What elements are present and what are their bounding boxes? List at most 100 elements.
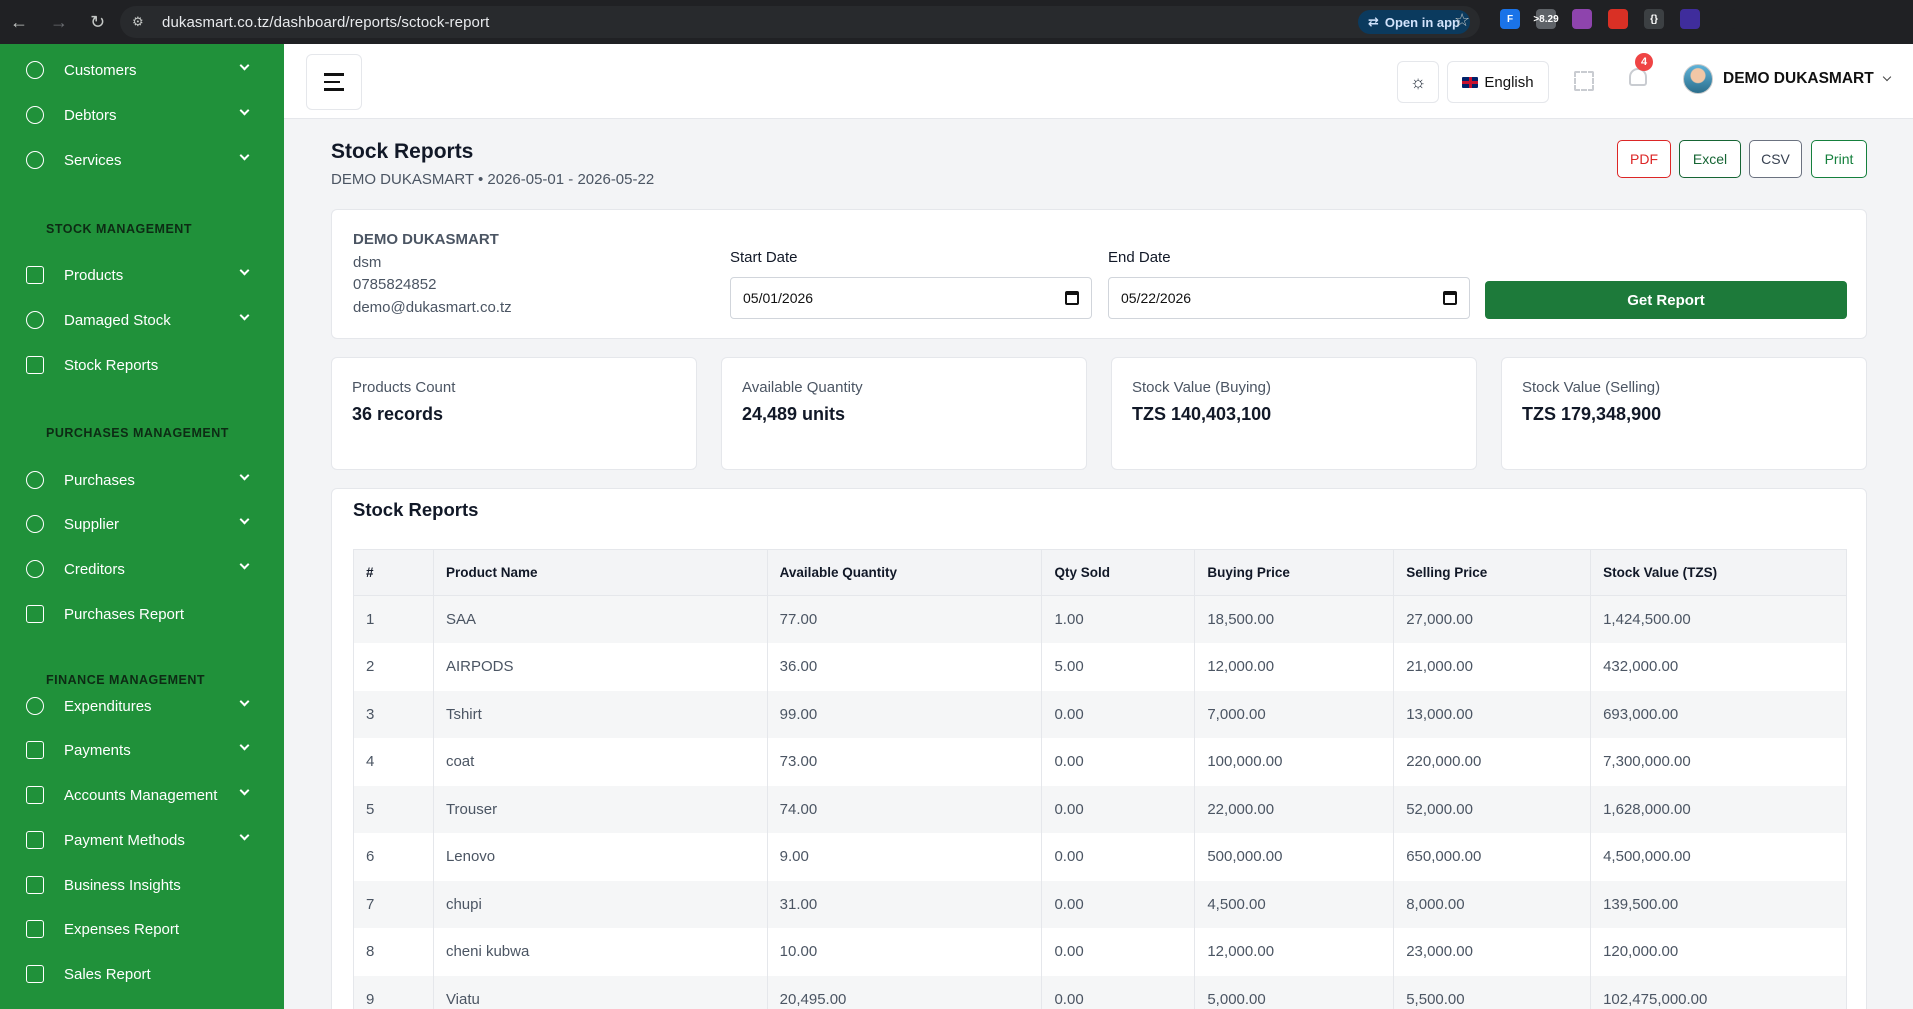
start-date-label: Start Date [730, 249, 798, 266]
table-row[interactable]: 5 Trouser 74.00 0.00 22,000.00 52,000.00 1,628… [353, 785, 1847, 833]
get-report-button[interactable]: Get Report [1485, 281, 1847, 319]
sidebar-item-sales-report[interactable]: Sales Report [0, 954, 284, 994]
table-cell: 27,000.00 [1393, 595, 1592, 643]
table-cell: coat [432, 738, 768, 786]
ext-json-icon[interactable]: {} [1644, 9, 1664, 29]
page-title: Stock Reports [331, 140, 474, 163]
column-header[interactable]: Buying Price [1194, 549, 1395, 596]
table-cell: 432,000.00 [1590, 643, 1847, 691]
ext-purple-icon[interactable] [1680, 9, 1700, 29]
table-cell: 0.00 [1041, 785, 1196, 833]
section-stock-management: STOCK MANAGEMENT [46, 222, 192, 236]
sidebar-item-purchases-report[interactable]: Purchases Report [0, 594, 284, 634]
wallet-icon [26, 741, 44, 759]
theme-toggle-button[interactable]: ☼ [1397, 61, 1439, 103]
bookmark-star-icon[interactable]: ☆ [1454, 10, 1471, 30]
stat-label: Available Quantity [742, 379, 863, 396]
sidebar-item-creditors[interactable]: Creditors [0, 549, 284, 589]
table-row[interactable]: 4 coat 73.00 0.00 100,000.00 220,000.00 7,300,… [353, 738, 1847, 786]
back-arrow-icon[interactable]: ← [10, 12, 28, 32]
column-header[interactable]: Stock Value (TZS) [1590, 549, 1847, 596]
sidebar-item-debtors[interactable]: Debtors [0, 95, 284, 135]
sidebar-item-expenditures[interactable]: Expenditures [0, 686, 284, 726]
calendar-icon[interactable] [1443, 291, 1457, 305]
table-row[interactable]: 7 chupi 31.00 0.00 4,500.00 8,000.00 139,500.0… [353, 880, 1847, 928]
ext-f-icon[interactable]: F [1500, 9, 1520, 29]
ext-counter-icon[interactable]: >8.29 [1533, 9, 1559, 29]
sidebar-item-purchases[interactable]: Purchases [0, 460, 284, 500]
chevron-down-icon[interactable] [239, 785, 250, 796]
chevron-down-icon[interactable] [239, 740, 250, 751]
extensions-puzzle-icon[interactable] [1716, 9, 1736, 29]
table-cell: 22,000.00 [1194, 785, 1395, 833]
sidebar-item-business-insights[interactable]: Business Insights [0, 865, 284, 905]
table-row[interactable]: 8 cheni kubwa 10.00 0.00 12,000.00 23,000.00 1… [353, 928, 1847, 976]
sidebar-item-supplier[interactable]: Supplier [0, 504, 284, 544]
chevron-down-icon[interactable] [239, 470, 250, 481]
address-bar[interactable]: ⚙ dukasmart.co.tz/dashboard/reports/scto… [120, 6, 1480, 38]
sidebar-item-products[interactable]: Products [0, 255, 284, 295]
table-row[interactable]: 6 Lenovo 9.00 0.00 500,000.00 650,000.00 4,500… [353, 833, 1847, 881]
ext-brain-icon[interactable] [1572, 9, 1592, 29]
site-settings-icon[interactable]: ⚙ [132, 14, 144, 29]
table-row[interactable]: 3 Tshirt 99.00 0.00 7,000.00 13,000.00 693,000… [353, 690, 1847, 738]
chevron-down-icon[interactable] [239, 830, 250, 841]
open-in-app-button[interactable]: ⇄ Open in app [1357, 10, 1470, 34]
table-cell: 5,500.00 [1393, 975, 1592, 1009]
chevron-down-icon[interactable] [239, 310, 250, 321]
end-date-input[interactable]: 05/22/2026 [1108, 277, 1470, 319]
sidebar-item-stock-reports[interactable]: Stock Reports [0, 345, 284, 385]
open-in-app-label: Open in app [1384, 14, 1460, 30]
table-cell: Lenovo [432, 833, 768, 881]
notifications-bell-icon[interactable] [1629, 68, 1649, 90]
table-row[interactable]: 9 Viatu 20,495.00 0.00 5,000.00 5,500.00 102,4… [353, 975, 1847, 1009]
business-phone: 0785824852 [353, 276, 437, 293]
forward-arrow-icon[interactable]: → [50, 12, 68, 32]
table-row[interactable]: 1 SAA 77.00 1.00 18,500.00 27,000.00 1,424,500… [353, 595, 1847, 643]
sidebar-item-services[interactable]: Services [0, 140, 284, 180]
chevron-down-icon[interactable] [239, 559, 250, 570]
column-header[interactable]: Available Quantity [766, 549, 1043, 596]
top-header: ☼ English 4 DEMO DUKASMART [284, 44, 1913, 119]
chevron-down-icon[interactable] [239, 265, 250, 276]
column-header[interactable]: # [353, 549, 434, 596]
menu-toggle-button[interactable] [306, 54, 362, 110]
column-header[interactable]: Qty Sold [1041, 549, 1196, 596]
column-header[interactable]: Selling Price [1393, 549, 1592, 596]
table-cell: 1.00 [1041, 595, 1196, 643]
stat-value: TZS 179,348,900 [1522, 404, 1662, 424]
chevron-down-icon[interactable] [239, 696, 250, 707]
ledger-icon [26, 786, 44, 804]
sidebar-item-customers[interactable]: Customers [0, 50, 284, 90]
sidebar-item-payments[interactable]: Payments [0, 730, 284, 770]
alert-circle-icon [26, 311, 44, 329]
export-excel-button[interactable]: Excel [1679, 140, 1741, 178]
reload-icon[interactable]: ↻ [90, 12, 106, 32]
stock-report-table: # Product Name Available Quantity Qty Sold B… [353, 549, 1847, 1009]
table-cell: 4,500.00 [1194, 880, 1395, 928]
sidebar-item-payment-methods[interactable]: Payment Methods [0, 820, 284, 860]
language-selector[interactable]: English [1447, 61, 1549, 103]
print-button[interactable]: Print [1811, 140, 1867, 178]
sidebar-item-accounts-management[interactable]: Accounts Management [0, 775, 284, 815]
chevron-down-icon[interactable] [239, 105, 250, 116]
export-pdf-button[interactable]: PDF [1617, 140, 1671, 178]
sidebar-item-expenses-report[interactable]: Expenses Report [0, 909, 284, 949]
table-cell: 0.00 [1041, 880, 1196, 928]
chevron-down-icon[interactable] [239, 514, 250, 525]
start-date-input[interactable]: 05/01/2026 [730, 277, 1092, 319]
export-csv-button[interactable]: CSV [1749, 140, 1802, 178]
column-header[interactable]: Product Name [432, 549, 768, 596]
fullscreen-icon[interactable] [1574, 71, 1594, 91]
chevron-down-icon[interactable] [239, 60, 250, 71]
user-menu[interactable]: DEMO DUKASMART [1683, 64, 1891, 94]
sidebar-item-label: Debtors [64, 106, 117, 124]
report-filter-card: DEMO DUKASMART dsm 0785824852 demo@dukas… [331, 209, 1867, 339]
table-cell: 12,000.00 [1194, 928, 1395, 976]
calendar-icon[interactable] [1065, 291, 1079, 305]
notification-count-badge: 4 [1635, 53, 1653, 71]
sidebar-item-damaged-stock[interactable]: Damaged Stock [0, 300, 284, 340]
chevron-down-icon[interactable] [239, 150, 250, 161]
table-row[interactable]: 2 AIRPODS 36.00 5.00 12,000.00 21,000.00 432,0… [353, 643, 1847, 691]
ext-red-icon[interactable] [1608, 9, 1628, 29]
